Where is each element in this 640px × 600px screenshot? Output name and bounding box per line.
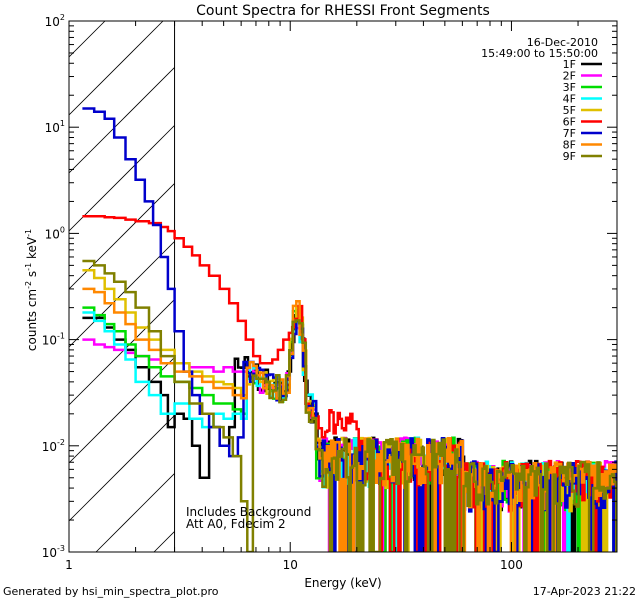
annotation-background: Includes Background: [186, 505, 311, 519]
x-tick-label: 10: [283, 558, 298, 572]
generated-by-label: Generated by hsi_min_spectra_plot.pro: [3, 585, 219, 598]
y-tick-label: 100: [45, 225, 65, 241]
hatch-line: [69, 241, 175, 348]
y-tick-label: 101: [45, 119, 65, 135]
y-tick-label: 10-3: [42, 544, 65, 560]
y-tick-label: 102: [45, 13, 65, 29]
hatch-line: [153, 531, 175, 552]
hatch-line: [95, 473, 175, 552]
hatch-line: [69, 67, 175, 174]
legend-label-3F: 3F: [563, 81, 576, 94]
series-9F-line: [82, 259, 617, 552]
x-tick-label: 1: [65, 558, 73, 572]
y-axis-label: counts cm-2 s-1 keV-1: [24, 229, 39, 351]
y-tick-label: 10-2: [42, 438, 65, 454]
hatch-line: [69, 21, 106, 58]
time-range-label: 15:49:00 to 15:50:00: [481, 47, 598, 60]
legend-label-1F: 1F: [563, 58, 576, 71]
legend-label-4F: 4F: [563, 93, 576, 106]
chart-title: Count Spectra for RHESSI Front Segments: [196, 3, 490, 19]
hatch-line: [69, 125, 175, 232]
x-tick-label: 100: [500, 558, 523, 572]
legend-label-8F: 8F: [563, 139, 576, 152]
plot-frame: [68, 20, 618, 553]
y-tick-label: 10-1: [42, 332, 65, 348]
legend-label-2F: 2F: [563, 70, 576, 83]
timestamp-label: 17-Apr-2023 21:22: [533, 585, 636, 598]
hatch-line: [69, 415, 175, 522]
series-layer: [82, 107, 617, 552]
x-axis-label: Energy (keV): [304, 576, 381, 590]
background-hatched-region: [69, 21, 176, 552]
hatch-line: [69, 357, 175, 464]
legend-label-7F: 7F: [563, 127, 576, 140]
annotation-attenuator: Att A0, Fdecim 2: [186, 517, 286, 531]
hatch-line: [69, 183, 175, 290]
legend-label-5F: 5F: [563, 104, 576, 117]
hatch-line: [69, 299, 175, 406]
legend-label-6F: 6F: [563, 116, 576, 129]
hatch-lines: [69, 21, 175, 552]
legend-label-9F: 9F: [563, 150, 576, 163]
hatch-line: [69, 21, 164, 116]
date-label: 16-Dec-2010: [527, 36, 598, 49]
